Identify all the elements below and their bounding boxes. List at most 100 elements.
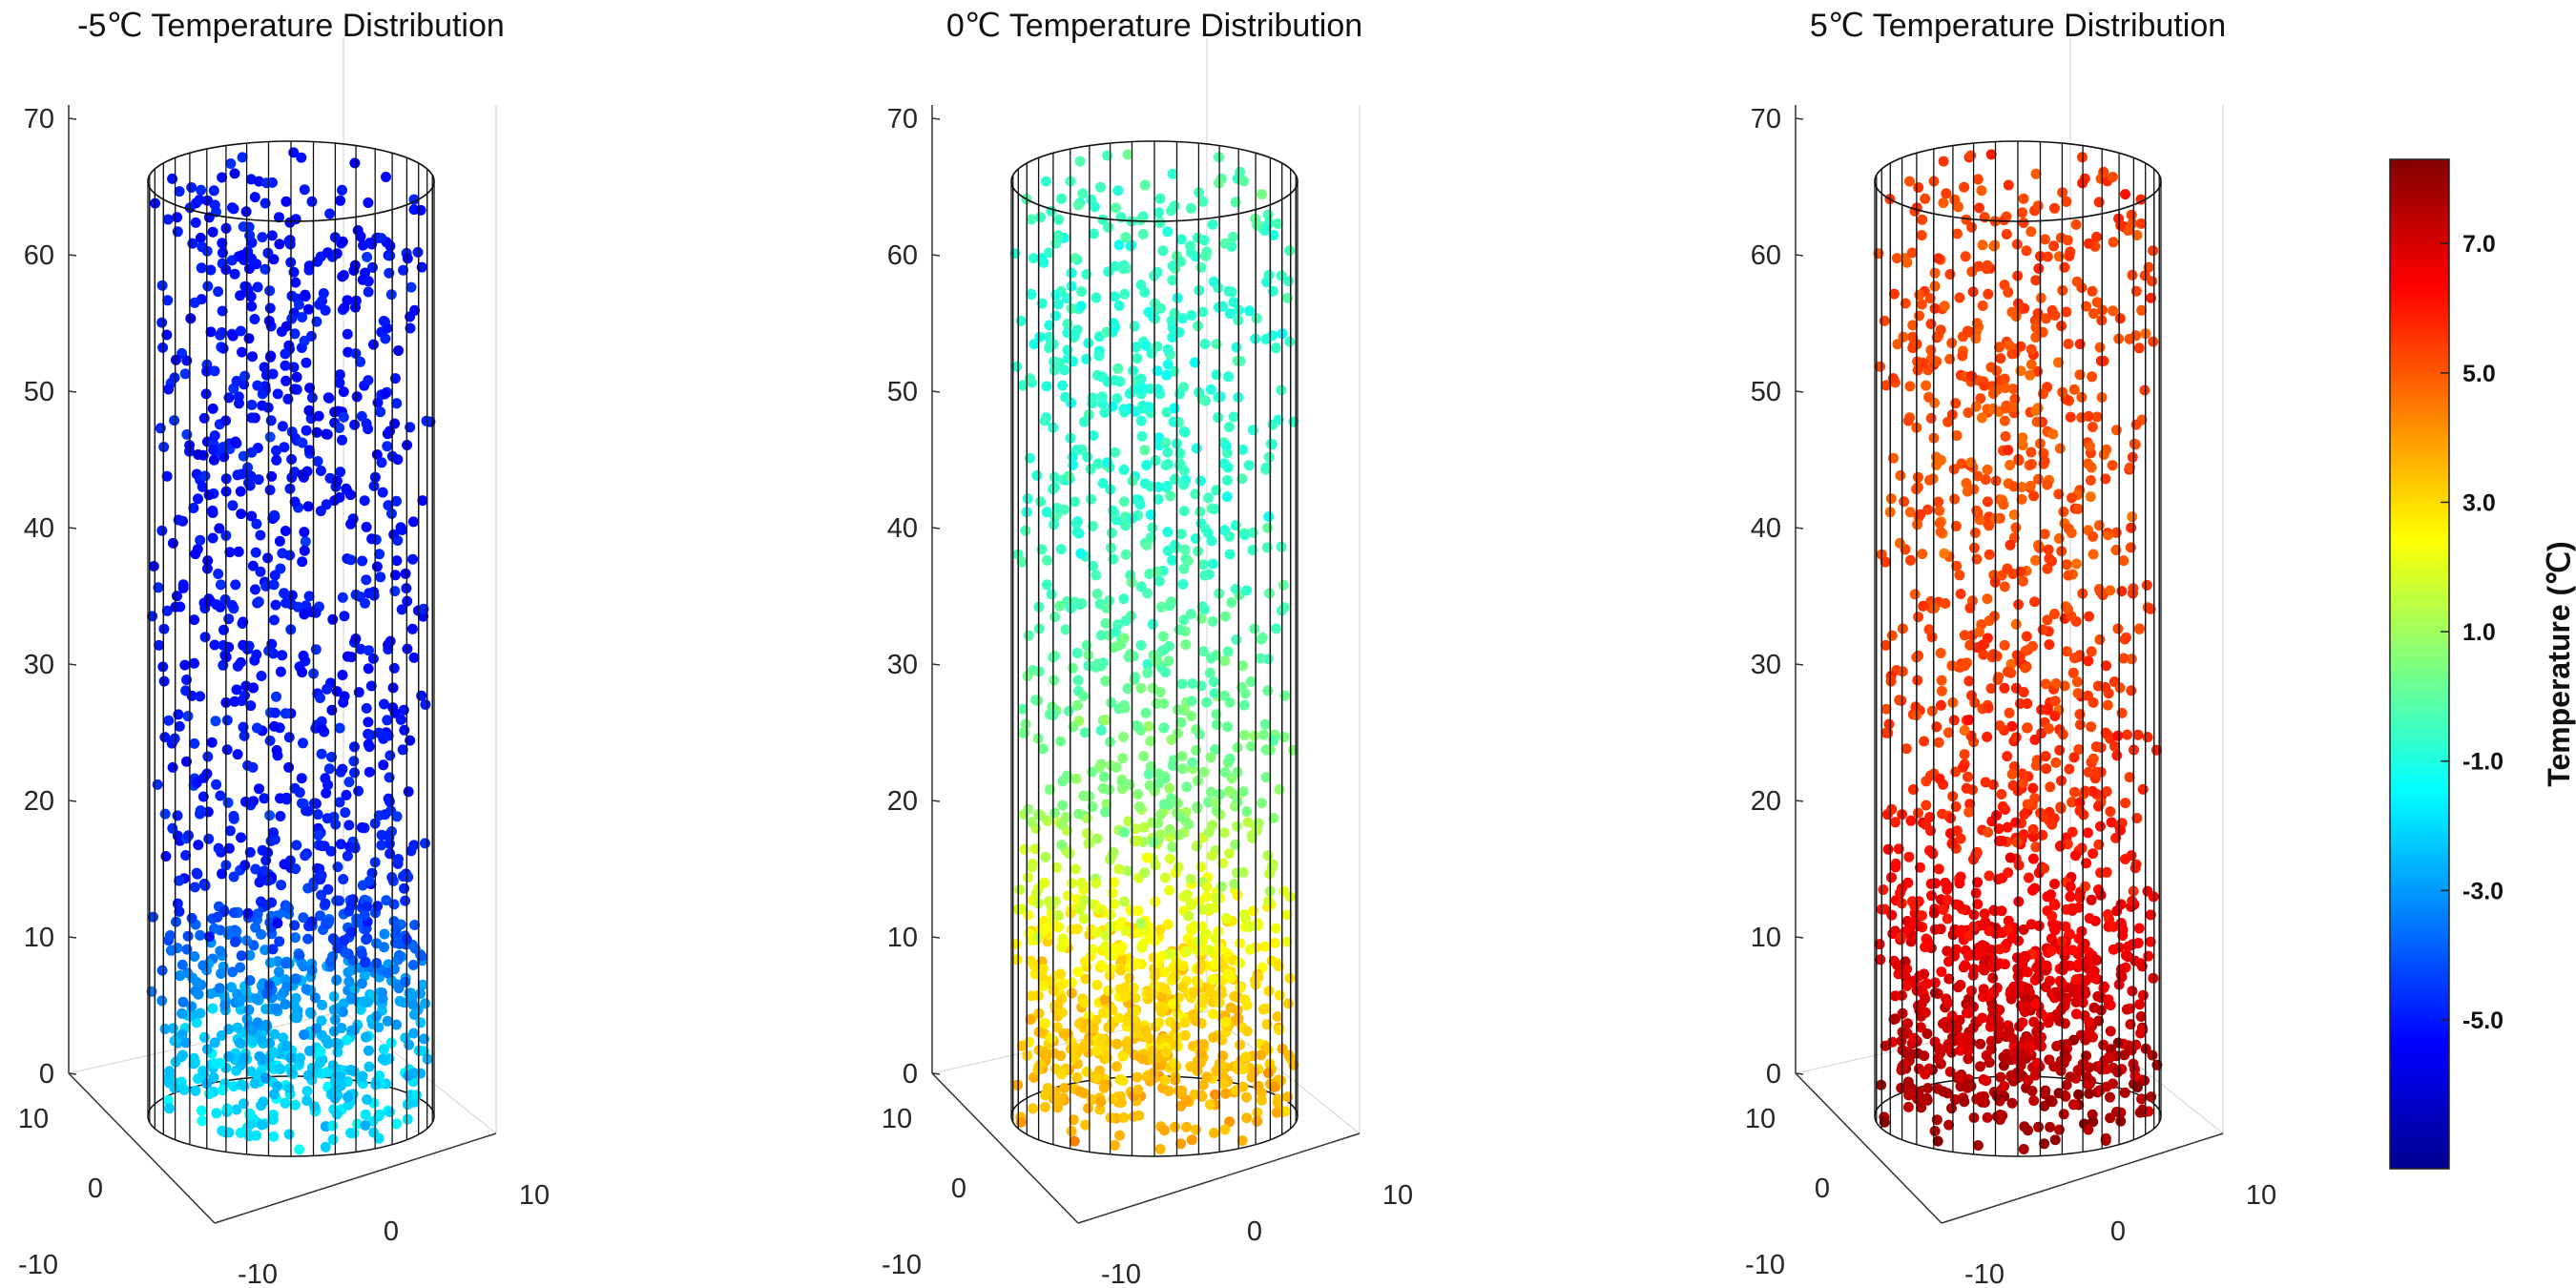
data-point (331, 686, 343, 697)
data-point (1133, 1110, 1145, 1121)
data-point (1114, 1130, 1126, 1141)
data-point (373, 1022, 384, 1033)
data-point (2126, 685, 2137, 696)
data-point (1933, 253, 1944, 264)
data-point (2037, 624, 2048, 635)
data-point (1914, 310, 1925, 322)
data-point (1211, 805, 1222, 817)
data-point (356, 948, 367, 960)
data-point (2124, 462, 2135, 473)
data-point (1198, 235, 1210, 246)
data-point (1999, 415, 2010, 426)
data-point (300, 291, 311, 302)
data-point (1271, 1107, 1282, 1118)
data-point (2005, 539, 2016, 551)
data-point (2045, 1121, 2056, 1132)
data-point (278, 1032, 289, 1044)
data-point (2066, 611, 2077, 622)
data-point (1096, 371, 1108, 383)
data-point (1971, 846, 1983, 858)
data-point (1144, 779, 1155, 791)
data-point (2071, 676, 2083, 688)
data-point (2023, 983, 2034, 994)
data-point (405, 322, 416, 334)
data-point (1210, 933, 1221, 945)
data-point (363, 286, 374, 298)
data-point (1252, 1115, 1263, 1127)
z-tick-label: 40 (24, 513, 54, 544)
data-point (1987, 779, 1999, 790)
data-point (1039, 415, 1050, 426)
data-point (2002, 751, 2013, 762)
data-point (316, 748, 327, 759)
data-point (1255, 653, 1266, 664)
data-point (1056, 840, 1068, 851)
data-point (280, 958, 291, 969)
data-point (2010, 732, 2022, 743)
data-point (339, 302, 350, 314)
data-point (1169, 200, 1180, 212)
data-point (2129, 439, 2141, 450)
data-point (1977, 239, 1988, 251)
data-point (300, 536, 311, 548)
data-point (1095, 660, 1107, 672)
data-point (1195, 1048, 1207, 1059)
data-point (1238, 176, 1250, 187)
data-point (335, 839, 346, 850)
panel-3: 5℃ Temperature Distribution0102030405060… (1745, 8, 2276, 1288)
data-point (2101, 660, 2111, 672)
data-point (1936, 966, 1947, 977)
data-point (400, 976, 411, 987)
data-point (1960, 960, 1971, 971)
data-point (1201, 891, 1213, 903)
data-point (1950, 521, 1962, 531)
data-point (1946, 1010, 1958, 1022)
data-point (209, 1058, 220, 1070)
data-point (1933, 737, 1944, 748)
data-point (257, 1119, 267, 1131)
data-point (247, 351, 258, 363)
data-point (2146, 1091, 2157, 1103)
data-point (2027, 884, 2038, 896)
y-tick-label: 0 (1247, 1216, 1262, 1247)
data-point (153, 582, 164, 593)
data-point (2074, 339, 2086, 350)
data-point (189, 951, 200, 962)
data-point (2001, 1053, 2012, 1065)
data-point (1228, 411, 1239, 423)
data-point (1977, 301, 1988, 311)
data-point (1988, 987, 2000, 999)
data-point (155, 423, 166, 434)
data-point (1990, 475, 2002, 487)
data-point (306, 392, 318, 404)
data-point (2027, 823, 2039, 835)
data-point (2025, 459, 2037, 469)
data-point (1203, 903, 1215, 914)
data-point (1894, 537, 1905, 549)
data-point (2120, 949, 2131, 961)
data-point (1162, 226, 1174, 238)
data-point (238, 639, 249, 651)
data-point (1995, 353, 2006, 364)
data-point (1060, 391, 1071, 403)
data-point (2088, 848, 2099, 860)
data-point (309, 992, 321, 1004)
data-point (1193, 775, 1203, 786)
data-point (2038, 447, 2049, 459)
data-point (2100, 473, 2111, 485)
data-point (1135, 581, 1147, 592)
data-point (1153, 575, 1165, 587)
data-point (298, 737, 308, 749)
data-point (262, 847, 274, 859)
data-point (1037, 743, 1049, 755)
data-point (317, 999, 327, 1010)
data-point (1938, 197, 1949, 209)
data-point (2042, 563, 2053, 574)
data-point (1147, 682, 1158, 694)
data-point (2131, 230, 2143, 240)
data-point (1236, 473, 1248, 485)
data-point (1978, 984, 1989, 995)
x-tick-label: 0 (88, 1174, 103, 1204)
data-point (1019, 843, 1030, 855)
panel-title: -5℃ Temperature Distribution (77, 8, 505, 44)
